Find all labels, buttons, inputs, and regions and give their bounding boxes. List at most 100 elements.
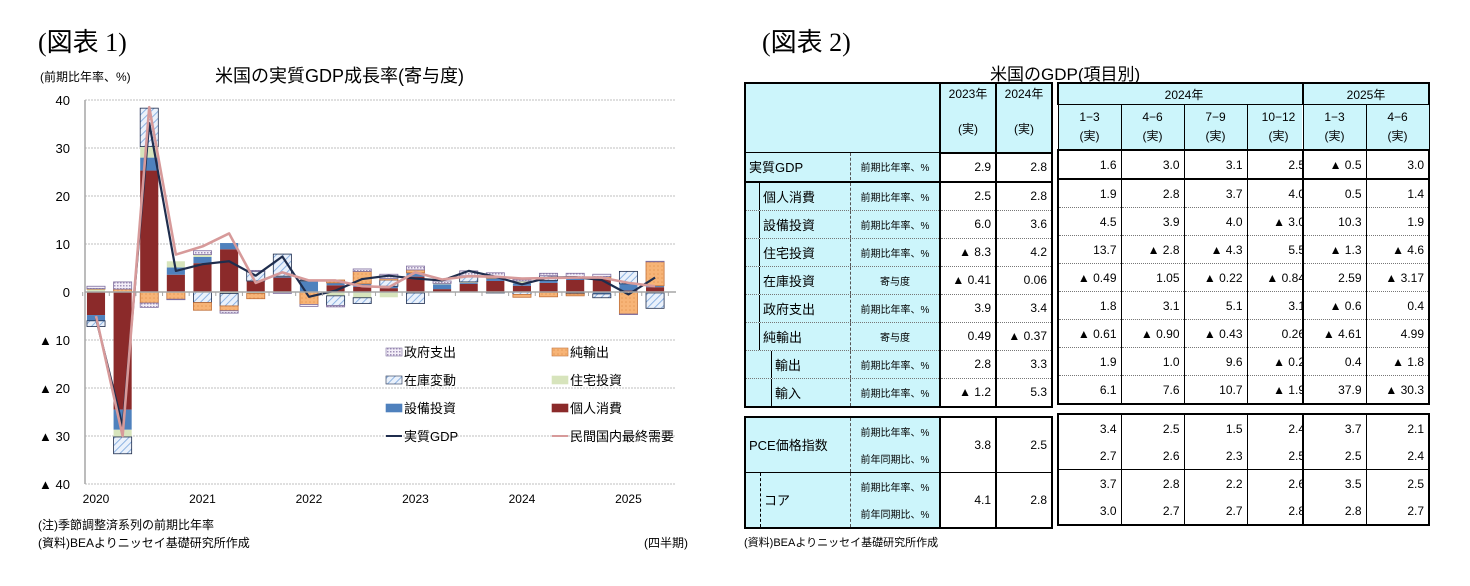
x-axis-unit: (四半期) <box>644 536 688 550</box>
header-quarter: 1−3 (実) <box>1057 104 1122 151</box>
table-cell: 3.1 <box>1246 291 1311 320</box>
table-cell: 2.7 <box>1120 497 1185 526</box>
row-unit: 寄与度 <box>850 322 939 350</box>
legend-item: 住宅投資 <box>570 373 622 388</box>
row-label: コア 前期比年率、% 前年同期比、% <box>744 471 940 529</box>
bar-segment <box>592 292 611 294</box>
table-cell: ▲ 0.84 <box>1246 263 1311 292</box>
chart-note: (注)季節調整済系列の前期比年率 <box>38 518 214 532</box>
header-year: 2024年 (実) <box>995 82 1053 154</box>
bar-segment <box>326 292 345 296</box>
table-cell: ▲ 0.41 <box>939 266 997 295</box>
table-cell: ▲ 3.0 <box>1246 207 1311 236</box>
bar-segment <box>139 291 159 304</box>
bar-segment <box>193 250 212 255</box>
table-cell: ▲ 8.3 <box>939 238 997 267</box>
table-cell: 37.9 <box>1302 375 1367 405</box>
bar-segment <box>352 268 372 272</box>
bar-segment <box>140 146 159 158</box>
bar-segment <box>406 276 425 292</box>
table-cell: 3.8 <box>939 415 997 473</box>
table-cell: ▲ 1.2 <box>939 378 997 408</box>
table-cell: 3.7 <box>1183 179 1248 208</box>
table-cell: 2.2 <box>1183 469 1248 497</box>
y-tick-label: 30 <box>56 141 70 156</box>
bar-segment <box>193 256 212 264</box>
table-cell: 2.3 <box>1183 442 1248 470</box>
row-item: 実質GDP <box>749 160 804 176</box>
x-tick-label: 2024 <box>509 492 536 506</box>
legend-item: 在庫変動 <box>404 373 456 388</box>
table-cell: 2.8 <box>1246 497 1311 526</box>
table-cell: 2.7 <box>1057 442 1122 470</box>
y-tick-label: 10 <box>56 237 70 252</box>
bar-segment <box>619 283 638 291</box>
header-blank <box>744 82 941 153</box>
table-cell: 2.4 <box>1365 442 1430 470</box>
row-label: 純輸出 寄与度 <box>744 322 940 351</box>
bar-segment <box>299 304 319 307</box>
table-cell: ▲ 1.9 <box>1246 375 1311 405</box>
table-cell: ▲ 0.43 <box>1183 319 1248 348</box>
bar-segment <box>193 263 212 292</box>
gdp-table-annual: 2023年 (実) 2024年 (実) 実質GDP 前期比年率、% 2.9 2.8 個人消費 前期… <box>744 82 1053 529</box>
bar-segment <box>645 292 665 309</box>
table-cell: 0.4 <box>1365 291 1430 320</box>
spacer <box>1058 404 1310 414</box>
table-cell: ▲ 0.49 <box>1057 263 1122 292</box>
y-tick-label: 20 <box>56 189 70 204</box>
table-cell: 3.0 <box>1120 150 1185 180</box>
table-cell: 0.49 <box>939 322 997 351</box>
bar-segment <box>352 297 372 304</box>
table-cell: 2.8 <box>939 350 997 379</box>
table-cell: 2.9 <box>939 152 997 183</box>
bar-segment <box>459 281 478 283</box>
table-cell: 2.6 <box>1246 469 1311 497</box>
table-cell: 1.4 <box>1365 179 1430 208</box>
row-unit: 前期比年率、% 前年同期比、% <box>850 472 939 527</box>
table-cell: 3.9 <box>1120 207 1185 236</box>
table-cell: 5.1 <box>1183 291 1248 320</box>
table-cell: 1.8 <box>1057 291 1122 320</box>
bar-segment <box>219 293 239 307</box>
header-group-2024: 2024年 <box>1057 82 1311 105</box>
table-cell: 5.5 <box>1246 235 1311 264</box>
bar-segment <box>193 291 212 303</box>
bar-segment <box>566 280 585 292</box>
y-tick-label: ▲ 10 <box>39 333 70 348</box>
table-cell: 1.9 <box>1057 179 1122 208</box>
legend-item: 純輸出 <box>570 345 609 360</box>
bar-segment <box>433 283 452 285</box>
bar-segment <box>353 292 372 298</box>
table-cell: 2.8 <box>996 471 1053 529</box>
table-cell: ▲ 0.5 <box>1302 150 1367 180</box>
table-cell: 2.5 <box>1246 442 1311 470</box>
table-cell: 0.06 <box>996 266 1053 295</box>
table-cell: 2.5 <box>1120 413 1185 442</box>
bar-segment <box>326 305 346 308</box>
row-item: 輸入 <box>775 385 802 401</box>
table-cell: 1.6 <box>1057 150 1122 180</box>
table-cell: 2.5 <box>1246 150 1311 180</box>
bar-segment <box>512 280 531 284</box>
table-cell: 2.8 <box>996 181 1053 211</box>
row-unit: 前期比年率、% <box>850 153 939 181</box>
table-cell: 0.26 <box>1246 319 1311 348</box>
x-tick-label: 2022 <box>296 492 323 506</box>
row-unit: 前期比年率、% <box>850 182 939 210</box>
bar-segment <box>353 286 372 292</box>
table-cell: 3.9 <box>939 294 997 323</box>
table-cell: 10.3 <box>1302 207 1367 236</box>
bar-segment <box>406 265 425 271</box>
bar-segment <box>512 293 532 298</box>
bar-segment <box>539 280 558 283</box>
table-cell: 2.5 <box>1365 469 1430 497</box>
legend-item: 政府支出 <box>404 345 456 360</box>
table-cell: 4.1 <box>939 471 997 529</box>
bar-segment <box>193 254 212 257</box>
bar-segment <box>326 282 345 286</box>
table-cell: 6.0 <box>939 210 997 239</box>
bar-segment <box>592 273 612 278</box>
table-cell: 13.7 <box>1057 235 1122 264</box>
